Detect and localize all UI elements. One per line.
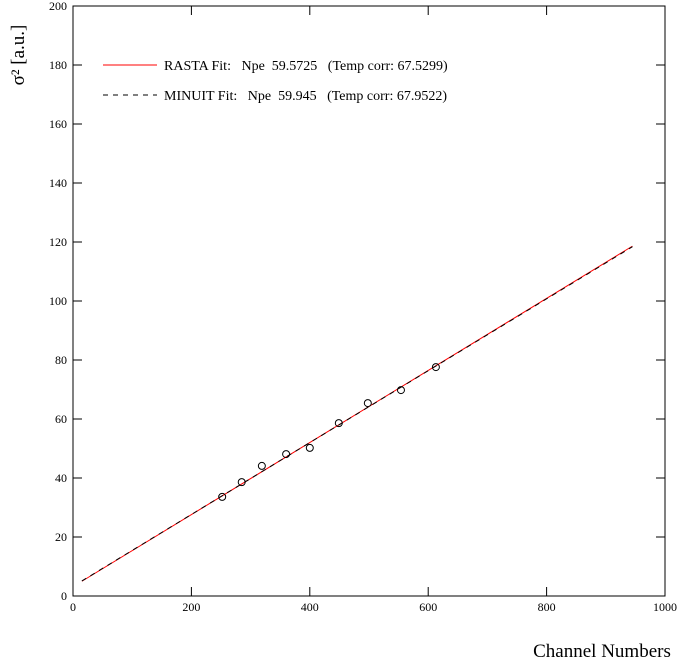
x-tick-label: 0 <box>70 600 76 614</box>
data-point <box>431 363 440 372</box>
x-tick-label: 800 <box>538 600 556 614</box>
y-tick-label: 60 <box>55 412 67 426</box>
x-tick-label: 200 <box>182 600 200 614</box>
legend-label: MINUIT Fit: Npe 59.945 (Temp corr: 67.95… <box>164 89 447 104</box>
y-tick-label: 140 <box>49 176 67 190</box>
x-axis-label: Channel Numbers <box>533 641 671 658</box>
y-axis-label: σ² [a.u.] <box>8 25 29 86</box>
x-tick-label: 1000 <box>653 600 677 614</box>
y-tick-label: 100 <box>49 294 67 308</box>
y-tick-label: 40 <box>55 471 67 485</box>
x-tick-label: 600 <box>419 600 437 614</box>
y-tick-label: 160 <box>49 117 67 131</box>
y-tick-label: 0 <box>61 589 67 603</box>
y-tick-label: 180 <box>49 58 67 72</box>
data-point <box>257 461 266 470</box>
data-point <box>237 478 246 487</box>
data-point <box>282 450 291 459</box>
fit-line <box>81 246 633 582</box>
y-tick-label: 80 <box>55 353 67 367</box>
x-tick-label: 400 <box>301 600 319 614</box>
y-tick-label: 200 <box>49 0 67 13</box>
data-point <box>334 419 343 428</box>
y-tick-label: 120 <box>49 235 67 249</box>
legend-label: RASTA Fit: Npe 59.5725 (Temp corr: 67.52… <box>164 59 448 74</box>
y-tick-label: 20 <box>55 530 67 544</box>
data-point <box>305 443 314 452</box>
data-point <box>363 399 372 408</box>
data-point <box>218 492 227 501</box>
data-point <box>396 386 405 395</box>
